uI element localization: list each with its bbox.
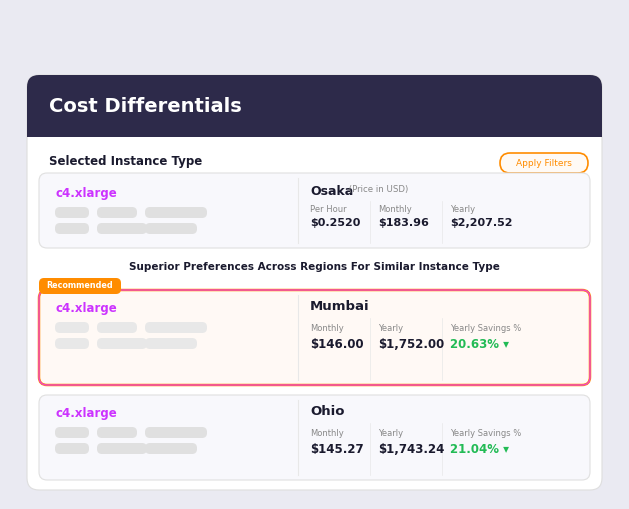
FancyBboxPatch shape <box>97 443 147 454</box>
FancyBboxPatch shape <box>145 223 197 234</box>
FancyBboxPatch shape <box>39 290 590 385</box>
Text: Cost Differentials: Cost Differentials <box>49 97 242 116</box>
Text: Ohio: Ohio <box>310 405 345 418</box>
Text: Yearly Savings %: Yearly Savings % <box>450 429 521 438</box>
Text: c4.xlarge: c4.xlarge <box>55 302 117 315</box>
FancyBboxPatch shape <box>145 207 207 218</box>
FancyBboxPatch shape <box>27 75 602 490</box>
Text: $183.96: $183.96 <box>378 218 429 228</box>
Text: $2,207.52: $2,207.52 <box>450 218 513 228</box>
Text: $145.27: $145.27 <box>310 443 364 456</box>
Bar <box>27 122 602 137</box>
FancyBboxPatch shape <box>55 207 89 218</box>
Text: $1,743.24: $1,743.24 <box>378 443 444 456</box>
Text: Yearly: Yearly <box>378 324 403 333</box>
Text: 20.63% ▾: 20.63% ▾ <box>450 338 509 351</box>
FancyBboxPatch shape <box>97 427 137 438</box>
FancyBboxPatch shape <box>500 153 588 173</box>
FancyBboxPatch shape <box>55 443 89 454</box>
FancyBboxPatch shape <box>97 322 137 333</box>
Text: Osaka: Osaka <box>310 185 353 198</box>
FancyBboxPatch shape <box>97 207 137 218</box>
FancyBboxPatch shape <box>55 322 89 333</box>
Text: Selected Instance Type: Selected Instance Type <box>49 155 203 168</box>
FancyBboxPatch shape <box>27 75 602 137</box>
Text: (Price in USD): (Price in USD) <box>346 185 408 194</box>
Text: $0.2520: $0.2520 <box>310 218 360 228</box>
FancyBboxPatch shape <box>55 338 89 349</box>
Text: Mumbai: Mumbai <box>310 300 370 313</box>
FancyBboxPatch shape <box>55 427 89 438</box>
Text: Yearly Savings %: Yearly Savings % <box>450 324 521 333</box>
FancyBboxPatch shape <box>145 322 207 333</box>
FancyBboxPatch shape <box>39 278 121 294</box>
FancyBboxPatch shape <box>97 338 147 349</box>
FancyBboxPatch shape <box>39 395 590 480</box>
Text: Per Hour: Per Hour <box>310 205 347 214</box>
Text: c4.xlarge: c4.xlarge <box>55 407 117 420</box>
Text: Yearly: Yearly <box>378 429 403 438</box>
Text: 21.04% ▾: 21.04% ▾ <box>450 443 509 456</box>
FancyBboxPatch shape <box>145 427 207 438</box>
Text: $1,752.00: $1,752.00 <box>378 338 444 351</box>
Text: Apply Filters: Apply Filters <box>516 158 572 167</box>
FancyBboxPatch shape <box>145 443 197 454</box>
Text: Recommended: Recommended <box>47 281 113 291</box>
Text: c4.xlarge: c4.xlarge <box>55 187 117 200</box>
FancyBboxPatch shape <box>39 173 590 248</box>
FancyBboxPatch shape <box>97 223 147 234</box>
Text: Yearly: Yearly <box>450 205 475 214</box>
FancyBboxPatch shape <box>145 338 197 349</box>
Text: $146.00: $146.00 <box>310 338 364 351</box>
Text: Superior Preferences Across Regions For Similar Instance Type: Superior Preferences Across Regions For … <box>129 262 500 272</box>
Text: Monthly: Monthly <box>378 205 412 214</box>
Text: Monthly: Monthly <box>310 429 343 438</box>
Text: Monthly: Monthly <box>310 324 343 333</box>
FancyBboxPatch shape <box>55 223 89 234</box>
